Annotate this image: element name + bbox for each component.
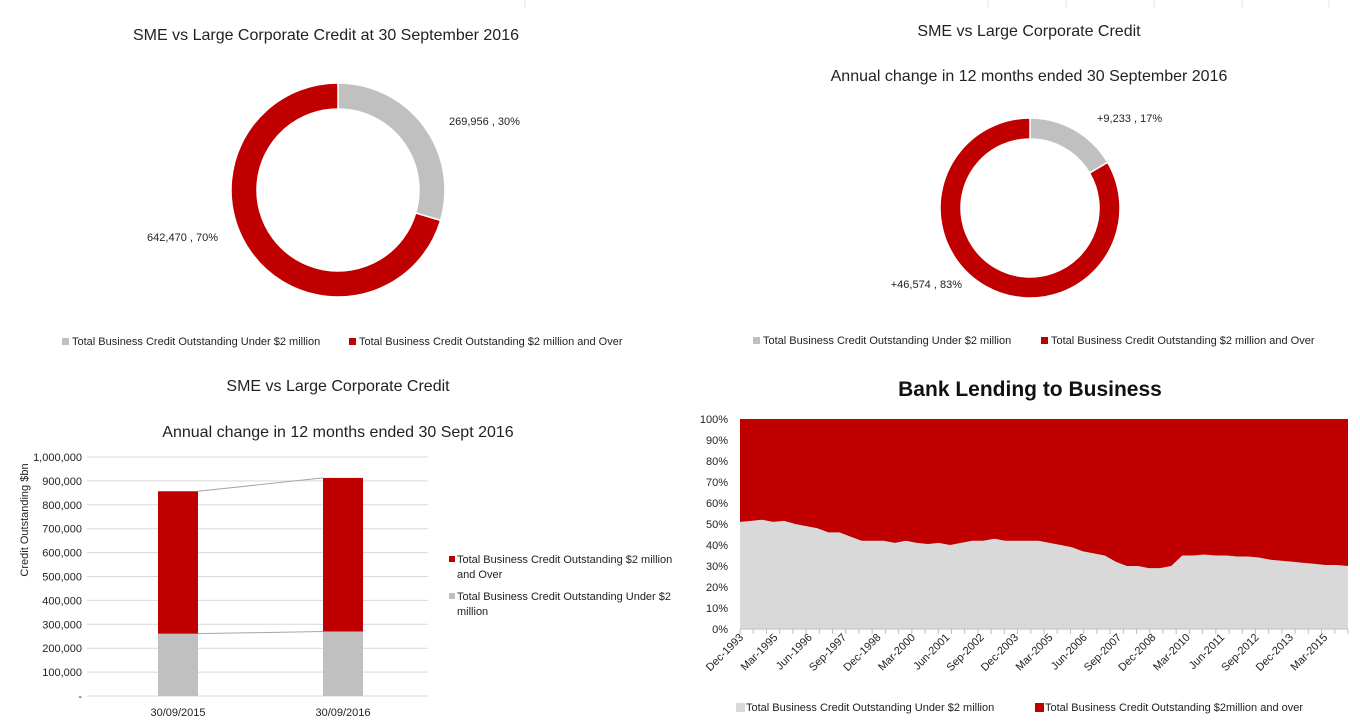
y-tick-label: 80% (706, 456, 728, 468)
y-tick-label: 500,000 (42, 572, 82, 584)
y-tick-label: 800,000 (42, 500, 82, 512)
x-tick-label: Dec-2008 (1116, 632, 1158, 674)
x-tick-label: Dec-2013 (1254, 632, 1296, 674)
x-tick-label: Mar-2015 (1289, 632, 1331, 674)
bar-segment-large (158, 491, 198, 634)
donut-slice (1029, 117, 1109, 175)
legend: Total Business Credit Outstanding Under … (736, 702, 1303, 714)
legend-label: Total Business Credit Outstanding $2 mil… (457, 554, 672, 581)
donut-slice (230, 82, 442, 298)
y-tick-label: 0% (712, 624, 728, 636)
y-tick-label: 90% (706, 435, 728, 447)
donut-slice (939, 117, 1121, 299)
y-tick-label: 400,000 (42, 595, 82, 607)
data-label: +46,574 , 83% (891, 279, 962, 291)
bar-segment-small (323, 631, 363, 696)
bar-segment-small (158, 633, 198, 696)
y-tick-label: 60% (706, 498, 728, 510)
legend-swatch (349, 338, 356, 345)
chart-title: SME vs Large Corporate Credit (917, 23, 1141, 40)
y-tick-label: 700,000 (42, 524, 82, 536)
donut-chart-stock: SME vs Large Corporate Credit at 30 Sept… (62, 27, 623, 348)
x-tick-label: 30/09/2016 (315, 707, 370, 719)
legend-label: Total Business Credit Outstanding Under … (746, 702, 994, 714)
legend-label-line: million (457, 606, 488, 618)
series-connector (197, 630, 324, 635)
legend: Total Business Credit Outstanding Under … (753, 335, 1315, 347)
legend-label-line: Total Business Credit Outstanding $2 mil… (457, 554, 672, 566)
area-series-small (740, 519, 1348, 629)
y-tick-label: 100% (700, 414, 728, 426)
data-label: +9,233 , 17% (1097, 113, 1162, 125)
donut-chart-change: SME vs Large Corporate Credit Annual cha… (753, 23, 1315, 347)
y-tick-label: - (78, 691, 82, 703)
bar-segment-large (323, 477, 363, 632)
background-ticks (524, 0, 1330, 8)
y-tick-label: 50% (706, 519, 728, 531)
x-tick-label: Mar-1995 (739, 632, 781, 674)
legend-label: Total Business Credit Outstanding Under … (457, 591, 671, 618)
y-tick-label: 70% (706, 477, 728, 489)
y-tick-label: 40% (706, 540, 728, 552)
y-tick-label: 900,000 (42, 476, 82, 488)
y-tick-label: 100,000 (42, 667, 82, 679)
x-tick-label: Mar-2010 (1151, 632, 1193, 674)
x-tick-label: Dec-1993 (704, 632, 746, 674)
y-tick-label: 200,000 (42, 643, 82, 655)
y-axis-label: Credit Outstanding $bn (19, 463, 31, 576)
x-tick-label: Dec-2003 (979, 632, 1021, 674)
x-tick-label: Dec-1998 (841, 632, 883, 674)
legend-label-line: and Over (457, 569, 503, 581)
y-tick-label: 600,000 (42, 548, 82, 560)
data-label: 269,956 , 30% (449, 116, 520, 128)
y-tick-label: 30% (706, 561, 728, 573)
donut-slice (337, 82, 446, 222)
series-connector (197, 477, 324, 492)
legend-label: Total Business Credit Outstanding Under … (72, 336, 320, 348)
legend-swatch (736, 703, 745, 712)
legend-label-line: Total Business Credit Outstanding Under … (457, 591, 671, 603)
legend-swatch (753, 337, 760, 344)
legend: Total Business Credit Outstanding $2 mil… (449, 554, 672, 618)
legend-swatch (1041, 337, 1048, 344)
y-tick-label: 20% (706, 582, 728, 594)
legend: Total Business Credit Outstanding Under … (62, 336, 623, 348)
chart-subtitle: Annual change in 12 months ended 30 Sept… (831, 68, 1228, 85)
legend-swatch (449, 556, 455, 562)
legend-label: Total Business Credit Outstanding $2 mil… (1051, 335, 1315, 347)
x-tick-label: 30/09/2015 (150, 707, 205, 719)
area-chart: Bank Lending to Business 0% 10% 20% 30% 40% 5… (700, 378, 1349, 714)
y-tick-label: 1,000,000 (33, 452, 82, 464)
chart-title: SME vs Large Corporate Credit at 30 Sept… (133, 27, 519, 44)
y-tick-label: 10% (706, 603, 728, 615)
chart-title: Bank Lending to Business (898, 378, 1162, 401)
x-tick-label: Mar-2000 (876, 632, 918, 674)
stacked-bar-chart: SME vs Large Corporate Credit Annual cha… (19, 378, 672, 719)
data-label: 642,470 , 70% (147, 232, 218, 244)
legend-swatch (1035, 703, 1044, 712)
y-tick-label: 300,000 (42, 619, 82, 631)
legend-label: Total Business Credit Outstanding $2 mil… (359, 336, 623, 348)
legend-label: Total Business Credit Outstanding $2mill… (1045, 702, 1303, 714)
legend-swatch (62, 338, 69, 345)
legend-label: Total Business Credit Outstanding Under … (763, 335, 1011, 347)
x-tick-label: Mar-2005 (1014, 632, 1056, 674)
chart-subtitle: Annual change in 12 months ended 30 Sept… (162, 424, 513, 441)
legend-swatch (449, 593, 455, 599)
chart-title: SME vs Large Corporate Credit (226, 378, 450, 395)
